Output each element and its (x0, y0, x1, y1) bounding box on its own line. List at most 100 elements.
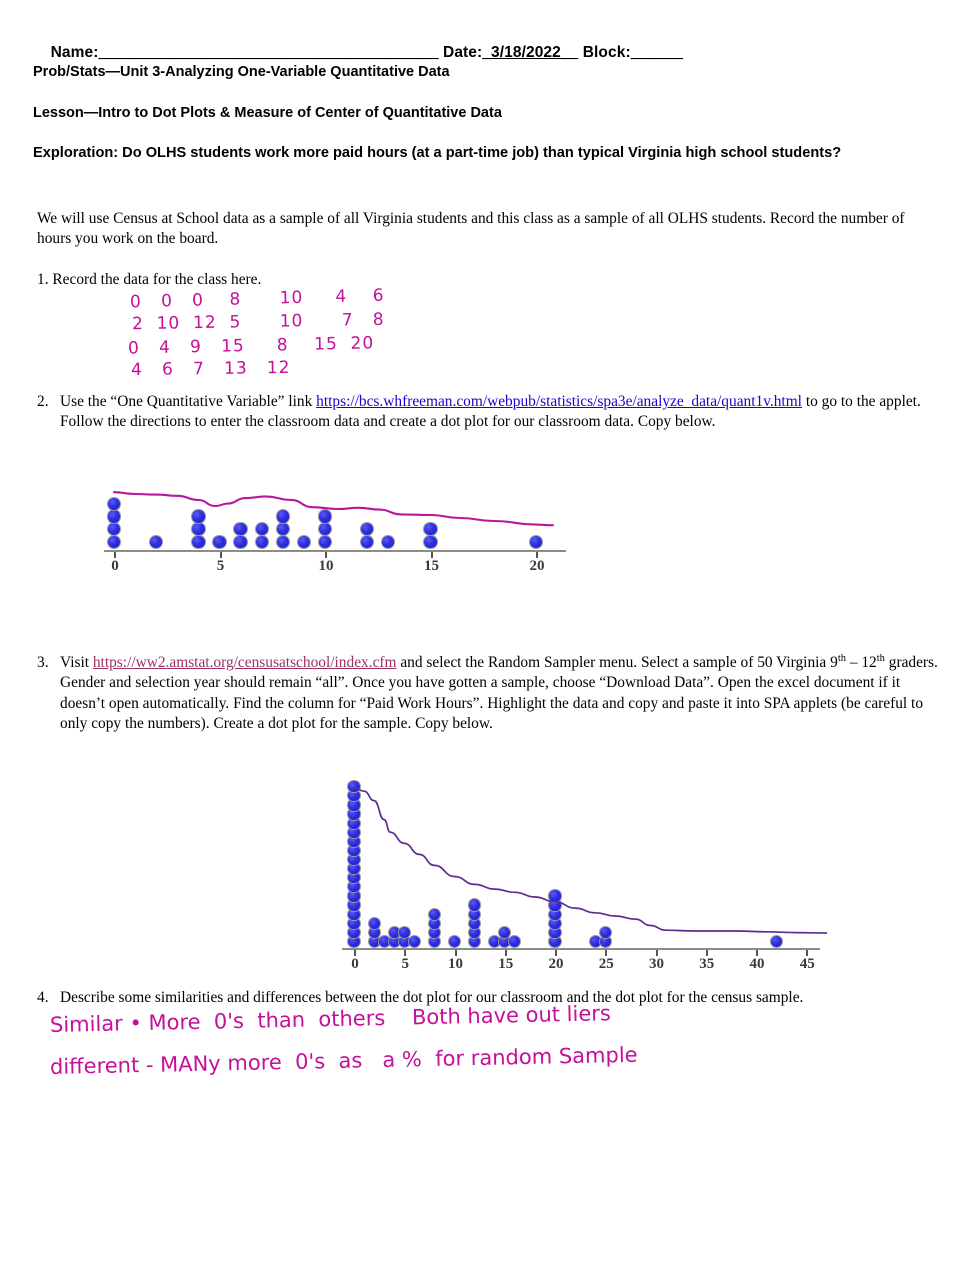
data-dot (276, 510, 289, 523)
handwritten-data-row: 0 0 0 8 10 4 6 (129, 285, 385, 313)
x-axis-tick-label: 5 (216, 558, 225, 574)
data-dot (499, 935, 511, 948)
data-dot (549, 935, 561, 948)
data-dot (378, 935, 390, 948)
x-axis-tick-label: 40 (749, 956, 765, 972)
course-title: Prob/Stats—Unit 3-Analyzing One-Variable… (33, 64, 450, 80)
date-value[interactable]: _3/18/2022__ (482, 44, 579, 61)
data-dot (549, 908, 561, 920)
block-label: Block: (578, 44, 631, 61)
exploration-question: Exploration: Do OLHS students work more … (33, 145, 842, 161)
data-dot (398, 935, 410, 948)
data-dot (348, 926, 360, 938)
data-dot (276, 522, 289, 536)
x-axis-tick (705, 950, 708, 956)
data-dot (382, 535, 395, 548)
data-dot (192, 522, 205, 536)
handwritten-data-row: 2 10 12 5 10 7 8 (131, 309, 385, 335)
x-axis-tick-label: 0 (111, 558, 119, 574)
handwritten-data-row: 0 4 9 15 8 15 20 (127, 333, 375, 359)
x-axis-tick (504, 950, 507, 956)
x-axis-tick-label: 45 (799, 956, 815, 972)
block-blank[interactable]: ______ (630, 44, 684, 61)
handwritten-data-row: 4 6 7 13 12 (130, 357, 291, 381)
census-sample-dot-plot: 0 5 10 15 20 25 30 35 40 45 (342, 781, 832, 976)
data-dot (499, 926, 511, 938)
density-curve (353, 787, 828, 934)
question-2-text-before: Use the “One Quantitative Variable” link (60, 393, 317, 410)
data-dot (192, 535, 205, 548)
x-axis-tick-label: 10 (318, 558, 334, 574)
data-dot (348, 872, 360, 884)
data-dot (398, 926, 410, 938)
data-dot (348, 826, 360, 838)
data-dot (424, 522, 437, 536)
question-2-number: 2. (37, 393, 49, 410)
question-3-text-before: Visit (60, 654, 93, 671)
data-dot (361, 522, 374, 536)
handwritten-answer-line-2: different - MANy more 0's as a % for ran… (49, 1042, 638, 1079)
question-3-text-after-1: and select the Random Sampler menu. Sele… (396, 654, 838, 671)
data-dot (549, 890, 561, 902)
data-dot (234, 535, 247, 548)
x-axis-tick-label: 10 (448, 956, 463, 972)
spa-applet-link[interactable]: https://bcs.whfreeman.com/webpub/statist… (316, 393, 802, 410)
x-axis-tick (404, 950, 407, 956)
data-dot (469, 926, 481, 938)
x-axis-tick (605, 950, 608, 956)
data-dot (297, 535, 311, 548)
data-dot (599, 926, 611, 938)
question-2-text-after: to go to the applet. Follow the directio… (60, 393, 921, 431)
data-dot (276, 535, 289, 548)
data-dot (107, 510, 121, 523)
x-axis-tick-label: 35 (699, 956, 715, 972)
lesson-title: Lesson—Intro to Dot Plots & Measure of C… (33, 105, 502, 121)
data-dot (348, 899, 360, 911)
classroom-dot-plot: 0 5 10 15 20 (104, 484, 574, 574)
data-dot (529, 535, 543, 548)
census-at-school-link[interactable]: https://ww2.amstat.org/censusatschool/in… (92, 654, 397, 671)
data-dot (348, 781, 360, 793)
density-curve (112, 491, 554, 527)
grade-12-superscript: th (876, 652, 885, 664)
x-axis-tick (454, 950, 457, 956)
name-blank[interactable]: _______________________________________ (98, 44, 439, 61)
question-2: 2. Use the “One Quantitative Variable” l… (37, 392, 942, 433)
data-dot (348, 881, 360, 893)
data-dot (368, 935, 380, 948)
data-dot (150, 535, 163, 548)
data-dot (448, 935, 461, 948)
data-dot (192, 510, 205, 523)
data-dot (107, 522, 121, 536)
data-dot (428, 917, 440, 929)
data-dot (318, 535, 332, 548)
data-dot (408, 935, 420, 948)
question-3-text-after-3: graders. Gender and selection year shoul… (60, 654, 938, 733)
data-dot (549, 917, 561, 929)
data-dot (348, 808, 360, 820)
data-dot (234, 522, 247, 536)
x-axis-tick-label: 5 (401, 956, 410, 972)
data-dot (348, 908, 360, 920)
data-dot (469, 917, 481, 929)
x-axis-tick-label: 15 (424, 558, 439, 574)
x-axis-tick (536, 552, 538, 558)
data-dot (589, 935, 601, 948)
x-axis-tick (806, 950, 809, 956)
x-axis-tick-label: 30 (649, 956, 664, 972)
x-axis-tick-label: 20 (529, 558, 545, 574)
data-dot (348, 844, 360, 857)
data-dot (469, 935, 481, 948)
x-axis-tick (655, 950, 658, 956)
intro-paragraph: We will use Census at School data as a s… (37, 210, 905, 248)
x-axis-line (104, 550, 566, 552)
x-axis-tick-label: 0 (351, 956, 359, 972)
data-dot (469, 908, 481, 920)
data-dot (549, 899, 561, 911)
x-axis-tick (354, 950, 356, 956)
data-dot (424, 535, 437, 548)
data-dot (348, 817, 360, 829)
question-4: 4. Describe some similarities and differ… (37, 988, 942, 1008)
name-date-block-row: Name:___________________________________… (33, 26, 683, 80)
